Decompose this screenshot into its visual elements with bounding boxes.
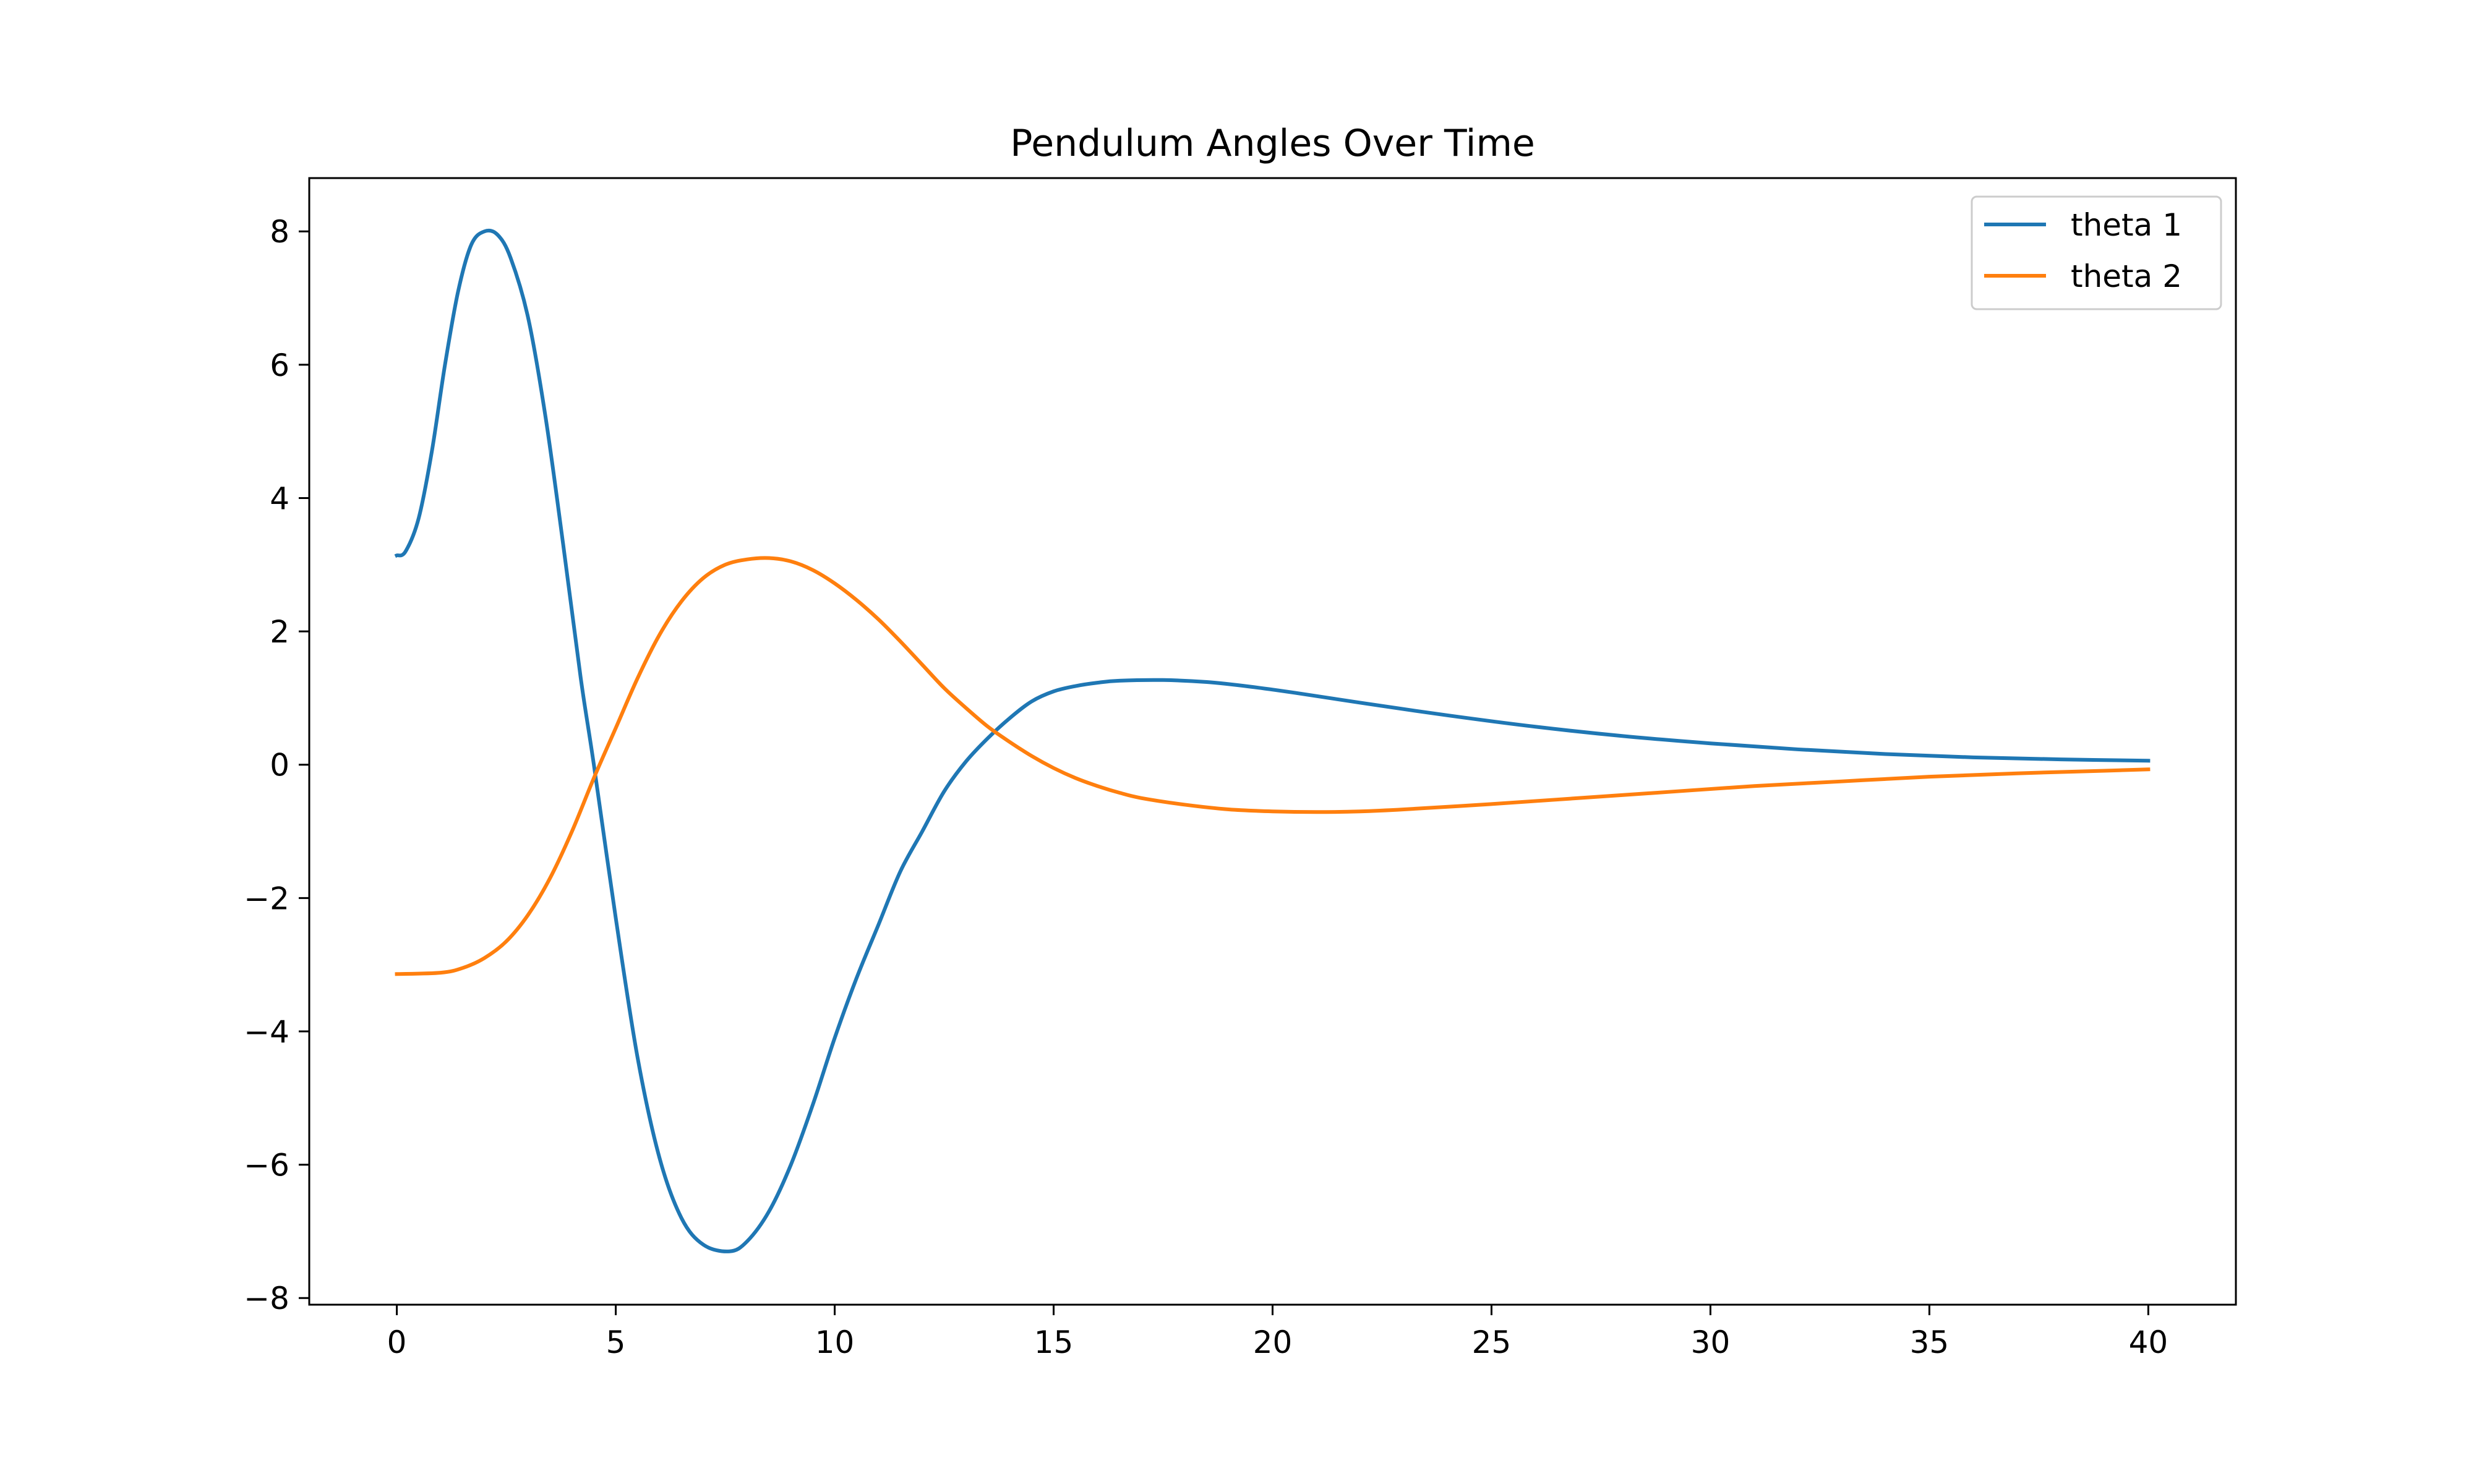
y-tick-label: −6 [244,1148,289,1183]
x-tick-label: 5 [606,1324,626,1360]
series-line-1 [394,228,2151,1253]
x-tick-label: 0 [387,1324,407,1360]
x-tick-label: 25 [1472,1324,1512,1360]
y-tick-label: −4 [244,1014,289,1050]
y-tick-label: 2 [270,614,289,650]
plot-frame [308,177,2237,1306]
x-tick-label: 30 [1691,1324,1731,1360]
y-tick-label: 6 [270,348,289,383]
y-tick-label: 0 [270,748,289,783]
series-line-2 [395,556,2151,976]
x-axis: 0 5 10 15 20 25 30 35 40 [387,1305,2168,1360]
x-tick-label: 10 [815,1324,855,1360]
legend-items: theta 1 theta 2 [1984,207,2182,294]
x-tick-label: 40 [2129,1324,2168,1360]
x-tick-label: 20 [1253,1324,1293,1360]
legend-label-1: theta 1 [2071,207,2182,243]
y-tick-label: −2 [244,881,289,916]
y-tick-label: −8 [244,1281,289,1316]
series-layer [394,228,2151,1253]
x-tick-label: 15 [1034,1324,1074,1360]
y-tick-label: 4 [270,480,289,516]
y-tick-label: 8 [270,214,289,250]
y-axis: 8 6 4 2 0 −2 −4 −6 −8 [244,214,309,1316]
chart-title: Pendulum Angles Over Time [1010,122,1535,165]
legend: theta 1 theta 2 [1971,195,2222,310]
legend-label-2: theta 2 [2071,258,2182,294]
x-tick-label: 35 [1910,1324,1950,1360]
